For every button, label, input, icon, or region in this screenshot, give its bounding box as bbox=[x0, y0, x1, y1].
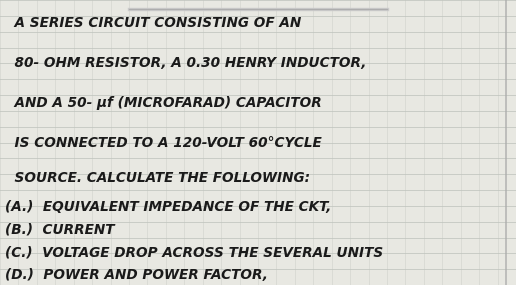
Text: (A.)  EQUIVALENT IMPEDANCE OF THE CKT,: (A.) EQUIVALENT IMPEDANCE OF THE CKT, bbox=[5, 200, 331, 214]
Text: AND A 50- μf (MICROFARAD) CAPACITOR: AND A 50- μf (MICROFARAD) CAPACITOR bbox=[5, 96, 322, 110]
Text: (D.)  POWER AND POWER FACTOR,: (D.) POWER AND POWER FACTOR, bbox=[5, 268, 268, 282]
Text: SOURCE. CALCULATE THE FOLLOWING:: SOURCE. CALCULATE THE FOLLOWING: bbox=[5, 171, 310, 185]
Text: IS CONNECTED TO A 120-VOLT 60°CYCLE: IS CONNECTED TO A 120-VOLT 60°CYCLE bbox=[5, 136, 322, 150]
Text: 80- OHM RESISTOR, A 0.30 HENRY INDUCTOR,: 80- OHM RESISTOR, A 0.30 HENRY INDUCTOR, bbox=[5, 56, 366, 70]
Text: A SERIES CIRCUIT CONSISTING OF AN: A SERIES CIRCUIT CONSISTING OF AN bbox=[5, 16, 301, 30]
Text: (C.)  VOLTAGE DROP ACROSS THE SEVERAL UNITS: (C.) VOLTAGE DROP ACROSS THE SEVERAL UNI… bbox=[5, 245, 383, 259]
Text: (B.)  CURRENT: (B.) CURRENT bbox=[5, 223, 115, 237]
